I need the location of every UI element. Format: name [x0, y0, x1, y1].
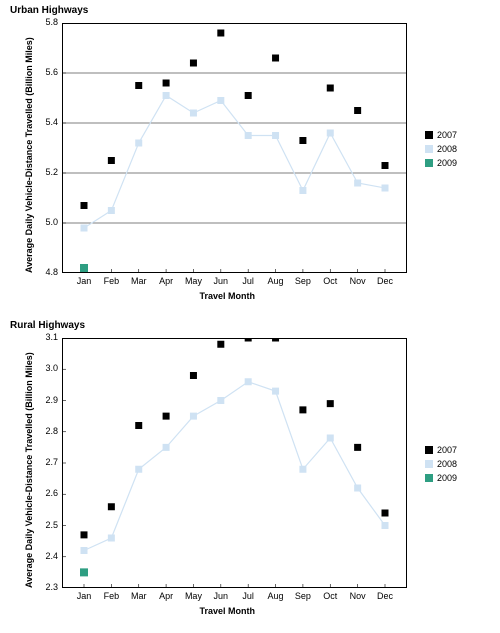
y-tick-label: 3.1: [34, 332, 58, 342]
legend-item: 2007: [425, 443, 457, 457]
y-tick-label: 5.6: [34, 67, 58, 77]
legend-swatch: [425, 131, 433, 139]
legend: 2007 2008 2009: [425, 128, 457, 170]
x-tick-label: Jul: [234, 276, 262, 286]
chart-area: 4.85.05.25.45.65.8JanFebMarAprMayJunJulA…: [62, 23, 407, 273]
y-axis-label: Average Daily Vehicle-Distance Travelled…: [24, 352, 34, 588]
legend-item: 2008: [425, 457, 457, 471]
chart-title: Urban Highways: [10, 5, 88, 16]
legend-swatch: [425, 446, 433, 454]
x-tick-label: Apr: [152, 276, 180, 286]
chart-svg: [62, 338, 407, 588]
x-tick-label: Apr: [152, 591, 180, 601]
y-tick-label: 5.4: [34, 117, 58, 127]
y-tick-label: 2.4: [34, 551, 58, 561]
x-tick-label: Nov: [344, 591, 372, 601]
y-tick-label: 2.3: [34, 582, 58, 592]
x-axis-label: Travel Month: [200, 291, 256, 301]
chart-area: 2.32.42.52.62.72.82.93.03.1JanFebMarAprM…: [62, 338, 407, 588]
y-tick-label: 5.2: [34, 167, 58, 177]
legend-item: 2008: [425, 142, 457, 156]
x-tick-label: Mar: [125, 276, 153, 286]
y-tick-label: 2.6: [34, 488, 58, 498]
x-tick-label: Jun: [207, 591, 235, 601]
y-tick-label: 3.0: [34, 363, 58, 373]
legend-label: 2007: [437, 445, 457, 455]
y-tick-label: 2.5: [34, 520, 58, 530]
y-tick-label: 4.8: [34, 267, 58, 277]
x-tick-label: Sep: [289, 591, 317, 601]
x-tick-label: Feb: [97, 591, 125, 601]
y-tick-label: 5.0: [34, 217, 58, 227]
legend-label: 2008: [437, 459, 457, 469]
x-tick-label: Nov: [344, 276, 372, 286]
x-tick-label: Jan: [70, 591, 98, 601]
legend-label: 2009: [437, 473, 457, 483]
x-tick-label: Sep: [289, 276, 317, 286]
x-tick-label: Aug: [262, 276, 290, 286]
y-tick-label: 2.9: [34, 395, 58, 405]
legend-label: 2009: [437, 158, 457, 168]
x-tick-label: Mar: [125, 591, 153, 601]
legend-item: 2009: [425, 471, 457, 485]
y-axis-label: Average Daily Vehicle-Distance Travelled…: [24, 37, 34, 273]
legend-item: 2007: [425, 128, 457, 142]
legend-label: 2007: [437, 130, 457, 140]
x-tick-label: Feb: [97, 276, 125, 286]
legend-item: 2009: [425, 156, 457, 170]
x-axis-label: Travel Month: [200, 606, 256, 616]
x-tick-label: Oct: [316, 591, 344, 601]
legend-swatch: [425, 460, 433, 468]
x-tick-label: Jul: [234, 591, 262, 601]
x-tick-label: Aug: [262, 591, 290, 601]
x-tick-label: Dec: [371, 591, 399, 601]
x-tick-label: Oct: [316, 276, 344, 286]
x-tick-label: Dec: [371, 276, 399, 286]
x-tick-label: May: [179, 276, 207, 286]
legend-swatch: [425, 474, 433, 482]
y-tick-label: 2.8: [34, 426, 58, 436]
page: Urban Highways 4.85.05.25.45.65.8JanFebM…: [0, 0, 500, 633]
x-tick-label: May: [179, 591, 207, 601]
legend-swatch: [425, 145, 433, 153]
chart-svg: [62, 23, 407, 273]
legend-swatch: [425, 159, 433, 167]
legend-label: 2008: [437, 144, 457, 154]
legend: 2007 2008 2009: [425, 443, 457, 485]
chart-title: Rural Highways: [10, 320, 85, 331]
y-tick-label: 2.7: [34, 457, 58, 467]
x-tick-label: Jun: [207, 276, 235, 286]
y-tick-label: 5.8: [34, 17, 58, 27]
x-tick-label: Jan: [70, 276, 98, 286]
